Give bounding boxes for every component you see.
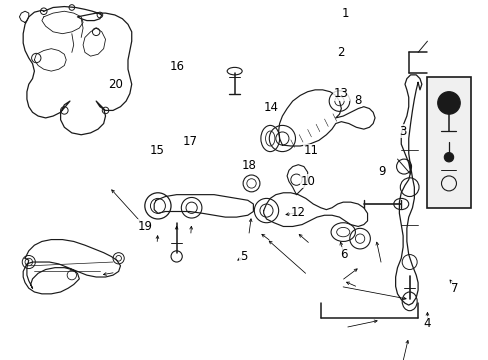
- Text: 6: 6: [340, 248, 347, 261]
- Text: 17: 17: [183, 135, 198, 148]
- Text: 4: 4: [423, 317, 430, 330]
- Text: 11: 11: [303, 144, 318, 157]
- Bar: [427, 77, 469, 208]
- Text: 12: 12: [290, 206, 305, 219]
- Text: 14: 14: [263, 101, 278, 114]
- Text: 10: 10: [300, 175, 314, 188]
- Text: 9: 9: [377, 165, 385, 177]
- Circle shape: [437, 92, 459, 114]
- Text: 8: 8: [354, 94, 361, 107]
- Text: 7: 7: [450, 282, 458, 294]
- Text: 18: 18: [241, 159, 256, 172]
- Text: 13: 13: [333, 87, 348, 100]
- Circle shape: [444, 153, 453, 162]
- Text: 5: 5: [240, 249, 247, 262]
- Text: 20: 20: [108, 78, 122, 91]
- Text: 2: 2: [336, 46, 344, 59]
- Text: 19: 19: [137, 220, 152, 233]
- Text: 15: 15: [149, 144, 164, 157]
- Text: 16: 16: [169, 60, 184, 73]
- Text: 1: 1: [341, 7, 348, 20]
- Text: 3: 3: [398, 125, 405, 138]
